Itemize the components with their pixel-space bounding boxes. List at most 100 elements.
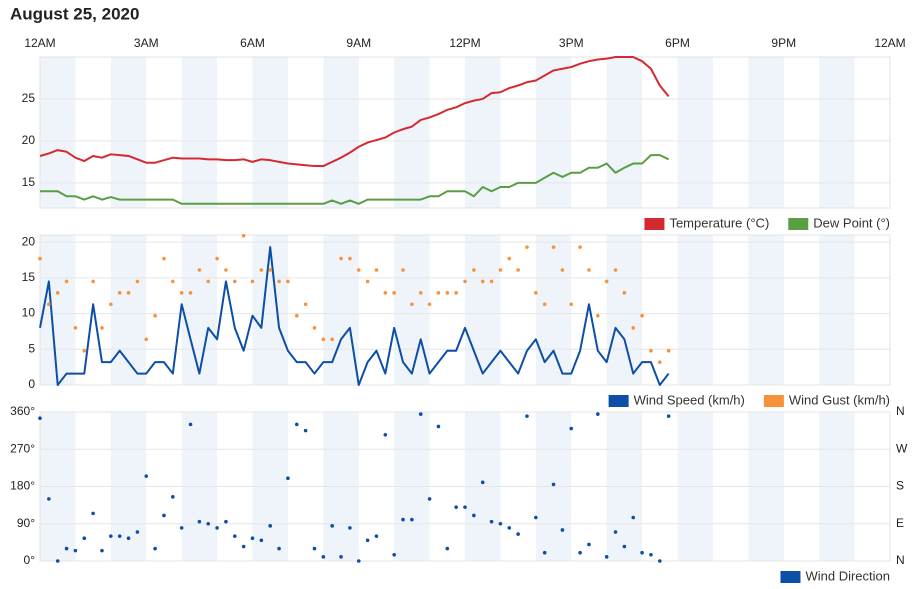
hour-stripe: [252, 57, 288, 208]
series-point: [206, 279, 211, 284]
y2-tick-label: W: [896, 441, 908, 455]
series-point: [401, 517, 405, 522]
series-point: [135, 530, 140, 534]
series-point: [551, 245, 556, 249]
series-point: [153, 546, 157, 551]
series-point: [525, 245, 529, 249]
y2-tick-label: N: [896, 553, 905, 567]
x-tick-label: 6PM: [665, 36, 690, 50]
series-point: [587, 268, 591, 272]
series-point: [232, 534, 237, 538]
y-tick-label: 90°: [17, 516, 35, 530]
series-point: [73, 548, 78, 553]
series-point: [250, 279, 255, 284]
y-tick-label: 360°: [10, 404, 35, 418]
x-tick-label: 6AM: [240, 36, 265, 50]
chart-title: August 25, 2020: [10, 4, 139, 23]
series-point: [144, 474, 149, 478]
series-point: [330, 337, 334, 342]
hour-stripe: [40, 57, 76, 208]
hour-stripe: [677, 235, 713, 385]
legend-swatch: [644, 218, 665, 230]
y-tick-label: 25: [22, 91, 36, 105]
series-point: [392, 291, 396, 295]
y-tick-label: 0°: [24, 553, 36, 567]
series-point: [525, 414, 529, 418]
series-point: [64, 279, 69, 284]
series-point: [100, 326, 104, 330]
series-point: [445, 546, 450, 551]
hour-stripe: [748, 235, 784, 385]
series-point: [427, 302, 432, 307]
series-point: [578, 550, 582, 555]
y-tick-label: 5: [28, 341, 35, 355]
y-tick-label: 20: [22, 234, 36, 248]
series-point: [47, 302, 51, 307]
series-point: [286, 279, 290, 284]
series-point: [126, 291, 131, 295]
series-point: [604, 279, 609, 284]
hour-stripe: [394, 57, 430, 208]
x-tick-label: 3AM: [134, 36, 159, 50]
series-point: [516, 268, 520, 272]
series-point: [348, 526, 352, 530]
series-point: [534, 515, 538, 520]
y-tick-label: 15: [22, 175, 36, 189]
series-point: [472, 513, 476, 518]
series-point: [206, 521, 211, 526]
series-point: [179, 291, 184, 295]
series-point: [498, 521, 503, 526]
series-point: [38, 256, 42, 261]
series-point: [82, 536, 87, 541]
series-point: [250, 536, 255, 541]
series-point: [374, 268, 379, 272]
series-point: [569, 302, 574, 307]
series-point: [454, 291, 458, 295]
series-point: [578, 245, 582, 249]
y-tick-label: 15: [22, 270, 36, 284]
series-point: [472, 268, 476, 272]
hour-stripe: [677, 57, 713, 208]
hour-stripe: [535, 57, 572, 208]
series-point: [135, 279, 140, 284]
hour-stripe: [181, 235, 218, 385]
series-point: [489, 519, 494, 524]
series-point: [516, 532, 520, 536]
series-point: [542, 550, 547, 555]
series-point: [418, 291, 423, 295]
legend-label: Temperature (°C): [669, 215, 769, 230]
series-point: [188, 422, 193, 427]
series-point: [117, 291, 122, 295]
series-point: [348, 256, 352, 261]
y-tick-label: 270°: [10, 441, 35, 455]
x-tick-label: 9PM: [771, 36, 796, 50]
legend-label: Wind Speed (km/h): [634, 392, 745, 407]
series-point: [507, 256, 512, 261]
series-point: [330, 524, 334, 528]
series-point: [463, 279, 467, 284]
series-point: [144, 337, 149, 342]
series-point: [622, 544, 627, 549]
legend-label: Dew Point (°): [813, 215, 890, 230]
series-point: [321, 555, 326, 559]
series-point: [356, 268, 361, 272]
series-point: [498, 268, 503, 272]
series-point: [463, 505, 467, 509]
legend-swatch: [780, 571, 801, 583]
legend-swatch: [763, 395, 784, 407]
x-tick-label: 3PM: [559, 36, 584, 50]
series-point: [596, 313, 600, 318]
series-point: [47, 497, 51, 501]
hour-stripe: [606, 57, 643, 208]
series-point: [153, 313, 157, 318]
series-point: [91, 279, 95, 284]
series-point: [374, 534, 379, 538]
series-point: [640, 313, 644, 318]
series-point: [224, 519, 228, 524]
series-point: [303, 428, 308, 433]
series-point: [454, 505, 458, 509]
series-point: [640, 550, 644, 555]
series-point: [117, 534, 122, 538]
series-point: [657, 559, 662, 563]
